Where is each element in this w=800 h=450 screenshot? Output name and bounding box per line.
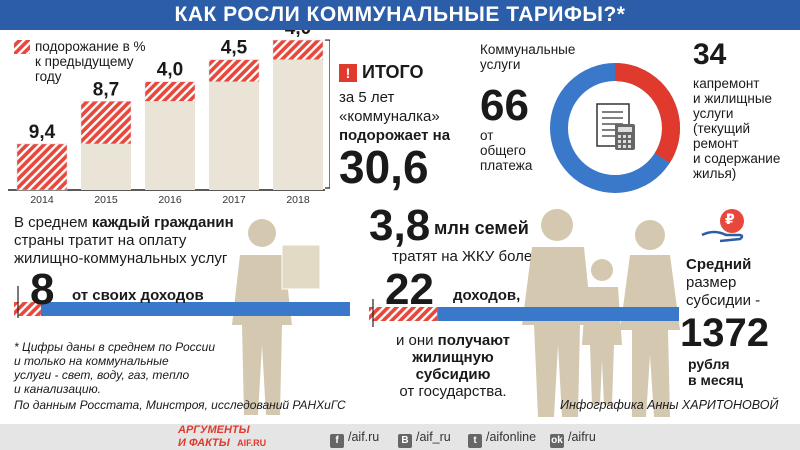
total-text: за 5 лет «коммуналка» подорожает на [339, 89, 451, 144]
bar-value-label: 9,4 [29, 122, 56, 143]
bar-base [273, 59, 323, 190]
bar-base [209, 81, 259, 190]
donut-right-value: 34 [693, 38, 727, 71]
bar-value-label: 8,7 [93, 79, 119, 100]
page-title: КАК РОСЛИ КОММУНАЛЬНЫЕ ТАРИФЫ?* [0, 0, 800, 30]
hand-coin-icon [701, 209, 744, 243]
citizen-share-bar [14, 286, 350, 318]
donut-chart [550, 63, 680, 193]
vk-icon: В [398, 434, 412, 448]
subsidy-label: Средний размер субсидии - [686, 256, 761, 309]
share-bar-part [369, 307, 438, 321]
x-tick-label: 2015 [94, 194, 118, 206]
odnoklassniki-icon: ok [550, 434, 564, 448]
legend-swatch [14, 40, 30, 54]
share-bar-rest [437, 307, 679, 321]
vk-link[interactable]: В/aif_ru [398, 430, 451, 448]
brand-logo: АРГУМЕНТЫ И ФАКТЫ AIF.RU [178, 424, 267, 449]
total-title: ИТОГО [362, 62, 424, 82]
subsidy-unit: рубля в месяц [688, 356, 744, 388]
x-tick-label: 2017 [222, 194, 246, 206]
total-value: 30,6 [339, 141, 429, 193]
families-value2: 22 [385, 265, 434, 314]
donut-left-label: Коммунальные услуги [480, 42, 576, 72]
bar-increase [16, 143, 68, 191]
facebook-link[interactable]: f/aif.ru [330, 430, 379, 448]
subsidy-value: 1372 [680, 311, 769, 355]
x-tick-label: 2016 [158, 194, 182, 206]
citizen-value: 8 [30, 265, 55, 314]
families-value: 3,8 [369, 201, 431, 250]
share-bar-rest [40, 302, 350, 316]
donut-left-sub: от общего платежа [480, 128, 533, 173]
donut-left-value: 66 [480, 81, 529, 130]
citizen-value-text: от своих доходов [72, 287, 204, 304]
bar-value-label: 4,5 [221, 38, 248, 59]
families-value2-text: доходов, [453, 287, 521, 304]
share-bar-part [14, 302, 41, 316]
x-tick-label: 2014 [30, 194, 54, 206]
alert-icon: ! [339, 64, 357, 82]
families-share-bar [369, 299, 679, 327]
odnoklassniki-link[interactable]: ok/aifru [550, 430, 596, 448]
bar-base [145, 101, 195, 190]
families-subsidy-text: и они получают жилищную субсидию от госуд… [395, 332, 511, 400]
donut-segment-repairs [550, 63, 680, 193]
twitter-link[interactable]: t/aifonline [468, 430, 536, 448]
citizen-text: В среднем каждый гражданин страны тратит… [14, 214, 234, 267]
total-bracket [325, 39, 330, 189]
footnote: * Цифры даны в среднем по России и только… [14, 340, 346, 412]
legend-text: подорожание в % к предыдущему году [35, 39, 146, 84]
coin-symbol: ₽ [725, 211, 735, 227]
bar-increase [208, 59, 260, 82]
families-unit: млн семей [434, 218, 529, 238]
x-tick-label: 2018 [286, 194, 310, 206]
credit: Инфографика Анны ХАРИТОНОВОЙ [560, 398, 779, 412]
families-line2: тратят на ЖКУ более [392, 248, 541, 265]
bar-base [81, 143, 131, 190]
twitter-icon: t [468, 434, 482, 448]
donut-right-label: капремонт и жилищные услуги (текущий ремонт и… [693, 76, 781, 181]
facebook-icon: f [330, 434, 344, 448]
receipt-calculator-icon [596, 103, 635, 150]
bar-chart: 9,4 2014 8,7 2015 4,0 2016 4,5 2017 4,0 2018 [8, 30, 330, 206]
bar-value-label: 4,0 [285, 30, 311, 39]
bar-increase [272, 39, 324, 60]
man-silhouette-icon [232, 219, 321, 415]
bar-increase [80, 101, 132, 145]
bar-value-label: 4,0 [157, 60, 183, 81]
bar-increase [144, 81, 196, 102]
